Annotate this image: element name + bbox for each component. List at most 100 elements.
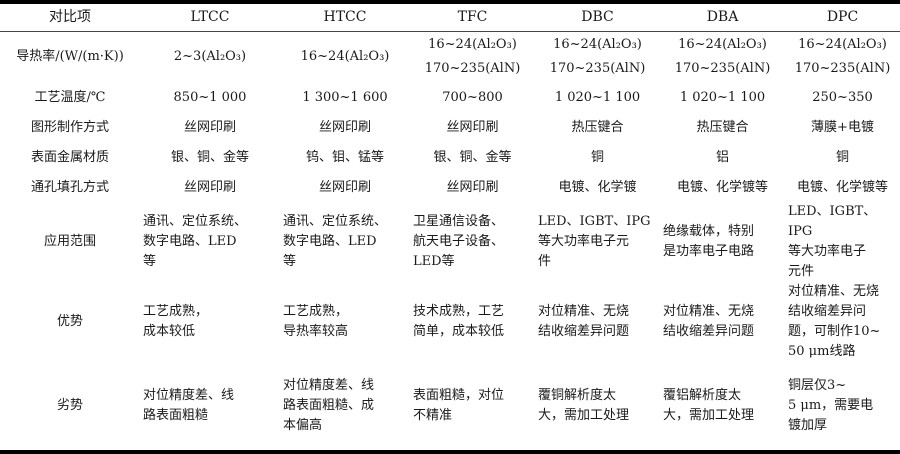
cell-text-line: 航天电子设备、 [413,234,505,249]
row-label: 工艺温度/℃ [34,89,106,105]
cell-text-line: 丝网印刷 [318,119,371,135]
cell-text-line: 1 020~1 100 [679,89,766,105]
cell-text-line: 16~24(Al₂O₃) [553,37,642,52]
table-cell: 1 300~1 600 [280,82,410,112]
cell-text-line: 热压键合 [571,119,624,135]
cell-text-line: 技术成熟，工艺 [413,304,505,319]
column-header: 对比项 [0,2,140,32]
cell-text-line: 不精准 [413,408,453,423]
table-row: 通孔填孔方式 丝网印刷 丝网印刷 丝网印刷 电镀、化学镀 电镀、化学镀等 电镀、化学镀等 [0,172,900,202]
cell-text-line: 大，需加工处理 [538,408,630,423]
cell-text-line: 等大功率电子 [788,244,867,259]
cell-text-line: 16~24(Al₂O₃) [678,37,767,52]
table-cell: 电镀、化学镀等 [660,172,785,202]
cell-text-line: 钨、钼、锰等 [305,149,384,165]
table-row: 表面金属材质 银、铜、金等 钨、钼、锰等 银、铜、金等 铜 铝 铜 [0,142,900,172]
header-row: 对比项 LTCC HTCC TFC DBC DBA DPC [0,2,900,32]
cell-text-line: 170~235(AlN) [549,61,646,76]
table-cell: 对位精准、无烧 结收缩差异问题 [660,282,785,362]
table-cell: 丝网印刷 [410,172,535,202]
cell-text-line: 通讯、定位系统、 [143,214,248,229]
cell-text-line: 通讯、定位系统、 [283,214,388,229]
cell-text-line: 铜 [835,149,849,165]
cell-text-line: 本偏高 [283,418,323,433]
cell-text-line: 覆铝解析度太 [663,388,742,403]
row-label: 劣势 [56,398,83,413]
cell-text-line: 700~800 [442,89,503,105]
table-cell: 16~24(Al₂O₃) 170~235(AlN) [535,32,660,83]
cell-text-line: 2~3(Al₂O₃) [173,49,247,64]
table-cell: 热压键合 [535,112,660,142]
table-cell: 铝 [660,142,785,172]
cell-text-line: 16~24(Al₂O₃) [300,49,390,64]
table-cell: 卫星通信设备、 航天电子设备、 LED等 [410,202,535,282]
table-row: 应用范围 通讯、定位系统、 数字电路、LED 等 通讯、定位系统、 数字电路、LED 等 卫星… [0,202,900,282]
cell-text-line: 等 [283,254,297,269]
cell-text-line: 170~235(AlN) [674,61,771,76]
table-cell: 铜 [785,142,900,172]
table-cell: 热压键合 [660,112,785,142]
table-cell: 丝网印刷 [280,172,410,202]
table-cell: 1 020~1 100 [660,82,785,112]
table-cell: 工艺成熟， 导热率较高 [280,282,410,362]
table-cell: 丝网印刷 [140,172,280,202]
row-label: 表面金属材质 [30,149,109,165]
cell-text-line: 丝网印刷 [446,179,499,195]
cell-text-line: 成本较低 [143,324,196,339]
row-label: 应用范围 [43,234,96,249]
cell-text-line: 对位精度差、线 [143,388,235,403]
column-header: LTCC [140,2,280,32]
cell-text-line: 对位精度差、线 [283,378,375,393]
cell-text-line: 铜层仅3~ [788,378,847,393]
cell-text-line: 绝缘载体，特别 [663,224,755,239]
table-row: 优势 工艺成熟， 成本较低 工艺成熟， 导热率较高 技术成熟，工艺 简单，成本较低 对位精准、… [0,282,900,362]
cell-text-line: 丝网印刷 [183,119,236,135]
table-cell: 覆铜解析度太 大，需加工处理 [535,362,660,452]
cell-text-line: 是功率电子电路 [663,244,755,259]
column-header: TFC [410,2,535,32]
cell-text-line: 等 [143,254,157,269]
row-label: 优势 [56,314,83,329]
cell-text-line: 银、铜、金等 [170,149,249,165]
table-cell: 1 020~1 100 [535,82,660,112]
table-cell: 对位精准、无烧 结收缩差异问 题，可制作10~ 50 μm线路 [785,282,900,362]
table-cell: 16~24(Al₂O₃) 170~235(AlN) [785,32,900,83]
cell-text-line: 卫星通信设备、 [413,214,505,229]
table-cell: 覆铝解析度太 大，需加工处理 [660,362,785,452]
cell-text-line: 铜 [590,149,604,165]
column-header: DBA [660,2,785,32]
cell-text-line: 850~1 000 [173,89,247,105]
table-cell: 丝网印刷 [410,112,535,142]
table-cell: 16~24(Al₂O₃) 170~235(AlN) [660,32,785,83]
table-cell: 对位精准、无烧 结收缩差异问题 [535,282,660,362]
table-cell: 技术成熟，工艺 简单，成本较低 [410,282,535,362]
cell-text-line: 薄膜+电镀 [811,119,874,135]
cell-text-line: 简单，成本较低 [413,324,505,339]
cell-text-line: 1 300~1 600 [302,89,388,105]
cell-text-line: 170~235(AlN) [424,61,521,76]
cell-text-line: 170~235(AlN) [794,61,891,76]
table-cell: LED、IGBT、IPG 等大功率电子元件 [535,202,660,282]
row-label: 导热率/(W/(m·K)) [16,49,124,64]
table-cell: 16~24(Al₂O₃) 170~235(AlN) [410,32,535,83]
cell-text-line: 电镀、化学镀等 [676,179,768,195]
cell-text-line: 丝网印刷 [318,179,371,195]
table-cell: 丝网印刷 [140,112,280,142]
table-cell: 表面粗糙，对位 不精准 [410,362,535,452]
table-cell: 通讯、定位系统、 数字电路、LED 等 [140,202,280,282]
cell-text-line: 5 μm，需要电 [788,398,874,413]
cell-text-line: 大，需加工处理 [663,408,755,423]
table-row: 劣势 对位精度差、线 路表面粗糙 对位精度差、线 路表面粗糙、成 本偏高 表面粗糙，对位 不精… [0,362,900,452]
cell-text-line: 结收缩差异问题 [538,324,630,339]
cell-text-line: 结收缩差异问 [788,304,867,319]
table-cell: 250~350 [785,82,900,112]
table-row: 工艺温度/℃ 850~1 000 1 300~1 600 700~800 1 020~1… [0,82,900,112]
cell-text-line: 等大功率电子元 [538,234,630,249]
cell-text-line: 题，可制作10~ [788,324,881,339]
table-row: 导热率/(W/(m·K)) 2~3(Al₂O₃) 16~24(Al₂O₃) 16~24… [0,32,900,83]
table-cell: 绝缘载体，特别 是功率电子电路 [660,202,785,282]
table-cell: LED、IGBT、IPG 等大功率电子元件 [785,202,900,282]
table-body: 导热率/(W/(m·K)) 2~3(Al₂O₃) 16~24(Al₂O₃) 16~24… [0,32,900,453]
cell-text-line: 丝网印刷 [446,119,499,135]
cell-text-line: 电镀、化学镀 [558,179,637,195]
